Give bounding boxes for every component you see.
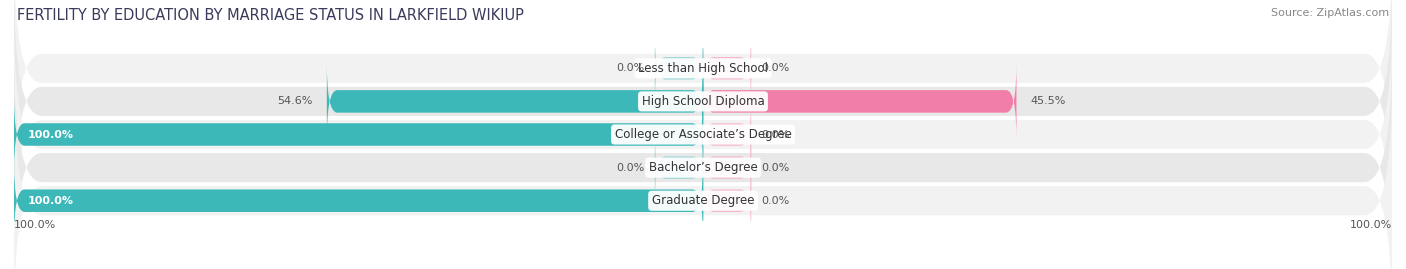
FancyBboxPatch shape [14, 17, 1392, 252]
Text: 100.0%: 100.0% [1350, 220, 1392, 230]
FancyBboxPatch shape [14, 0, 1392, 186]
Text: Source: ZipAtlas.com: Source: ZipAtlas.com [1271, 8, 1389, 18]
Text: 0.0%: 0.0% [762, 63, 790, 73]
Text: 0.0%: 0.0% [762, 162, 790, 173]
Text: High School Diploma: High School Diploma [641, 95, 765, 108]
Text: Graduate Degree: Graduate Degree [652, 194, 754, 207]
FancyBboxPatch shape [655, 129, 703, 206]
FancyBboxPatch shape [703, 63, 1017, 140]
Text: 100.0%: 100.0% [14, 220, 56, 230]
FancyBboxPatch shape [703, 96, 751, 173]
FancyBboxPatch shape [655, 30, 703, 107]
FancyBboxPatch shape [14, 83, 1392, 269]
Text: College or Associate’s Degree: College or Associate’s Degree [614, 128, 792, 141]
FancyBboxPatch shape [703, 129, 751, 206]
Text: Bachelor’s Degree: Bachelor’s Degree [648, 161, 758, 174]
Text: 0.0%: 0.0% [762, 196, 790, 206]
FancyBboxPatch shape [14, 50, 1392, 269]
FancyBboxPatch shape [14, 0, 1392, 219]
FancyBboxPatch shape [703, 162, 751, 239]
Text: 100.0%: 100.0% [28, 196, 75, 206]
FancyBboxPatch shape [14, 96, 703, 173]
Text: FERTILITY BY EDUCATION BY MARRIAGE STATUS IN LARKFIELD WIKIUP: FERTILITY BY EDUCATION BY MARRIAGE STATU… [17, 8, 524, 23]
Text: 0.0%: 0.0% [762, 129, 790, 140]
Text: 45.5%: 45.5% [1031, 96, 1066, 107]
Text: 100.0%: 100.0% [28, 129, 75, 140]
Text: 54.6%: 54.6% [277, 96, 314, 107]
FancyBboxPatch shape [703, 30, 751, 107]
Text: 0.0%: 0.0% [616, 162, 644, 173]
Text: Less than High School: Less than High School [638, 62, 768, 75]
FancyBboxPatch shape [14, 162, 703, 239]
Text: 0.0%: 0.0% [616, 63, 644, 73]
FancyBboxPatch shape [326, 63, 703, 140]
